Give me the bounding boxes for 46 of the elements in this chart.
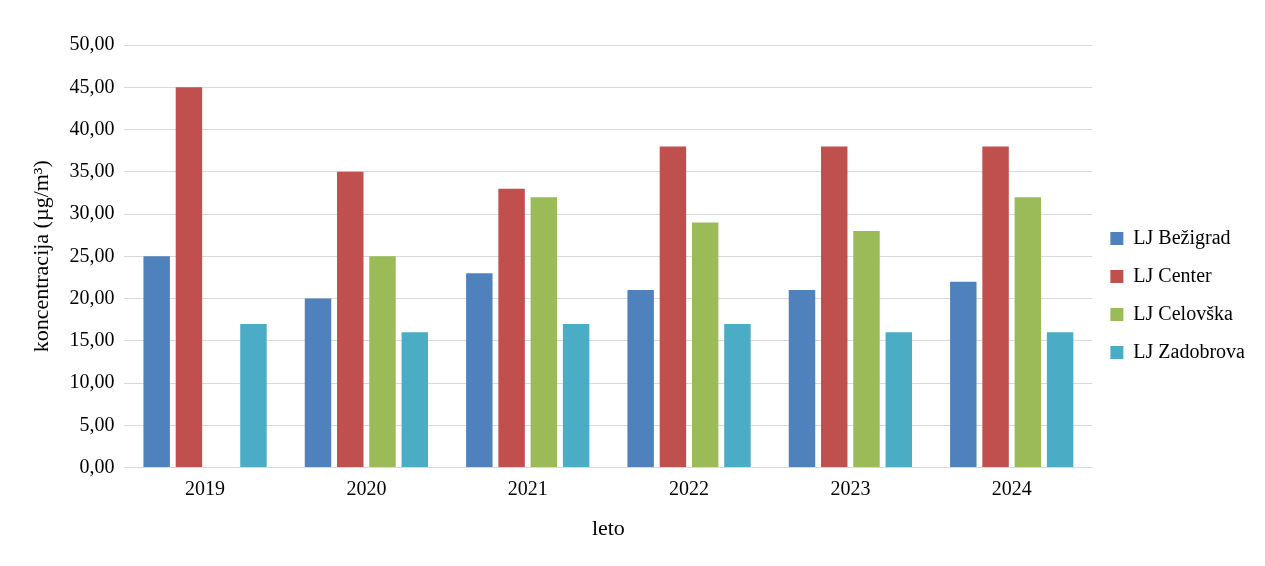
bar bbox=[691, 222, 719, 468]
bar bbox=[1046, 332, 1074, 468]
bar bbox=[724, 323, 751, 468]
legend-label: LJ Celovška bbox=[1133, 301, 1233, 324]
bar bbox=[143, 256, 170, 468]
y-tick-label: 25,00 bbox=[69, 243, 115, 266]
bar bbox=[821, 146, 848, 468]
x-tick-label: 2020 bbox=[346, 476, 387, 499]
x-tick-label: 2021 bbox=[507, 476, 548, 499]
bar bbox=[337, 171, 364, 468]
x-tick-label: 2019 bbox=[185, 476, 226, 499]
y-tick-label: 45,00 bbox=[69, 74, 115, 97]
legend-label: LJ Bežigrad bbox=[1133, 225, 1231, 249]
y-tick-label: 5,00 bbox=[79, 412, 115, 435]
bar bbox=[530, 197, 558, 468]
x-tick-label: 2024 bbox=[991, 476, 1032, 499]
bar bbox=[885, 332, 912, 468]
bar bbox=[466, 273, 493, 468]
y-tick-label: 15,00 bbox=[69, 328, 115, 351]
bar bbox=[498, 188, 525, 468]
y-tick-label: 40,00 bbox=[69, 116, 115, 139]
y-tick-label: 50,00 bbox=[69, 32, 115, 55]
bar bbox=[175, 87, 203, 468]
y-axis-title: koncentracija (µg/m³) bbox=[27, 160, 53, 353]
bar bbox=[369, 256, 396, 468]
x-axis-title: leto bbox=[591, 514, 625, 540]
bar bbox=[627, 290, 654, 468]
y-tick-label: 20,00 bbox=[69, 285, 115, 308]
x-tick-label: 2022 bbox=[669, 476, 710, 499]
y-tick-label: 35,00 bbox=[69, 159, 115, 182]
legend-label: LJ Zadobrova bbox=[1133, 339, 1246, 362]
bar bbox=[788, 290, 816, 468]
y-tick-label: 30,00 bbox=[69, 201, 115, 224]
bar bbox=[562, 323, 590, 468]
legend-label: LJ Center bbox=[1133, 263, 1213, 286]
bar bbox=[853, 230, 880, 468]
bar bbox=[304, 298, 332, 468]
bar bbox=[240, 323, 267, 468]
bar bbox=[950, 281, 977, 468]
bar bbox=[401, 332, 429, 468]
x-tick-label: 2023 bbox=[830, 476, 871, 499]
y-tick-label: 0,00 bbox=[79, 454, 115, 477]
y-tick-label: 10,00 bbox=[69, 370, 115, 393]
bar bbox=[982, 146, 1009, 468]
bar bbox=[659, 146, 687, 468]
bar bbox=[1014, 197, 1042, 468]
